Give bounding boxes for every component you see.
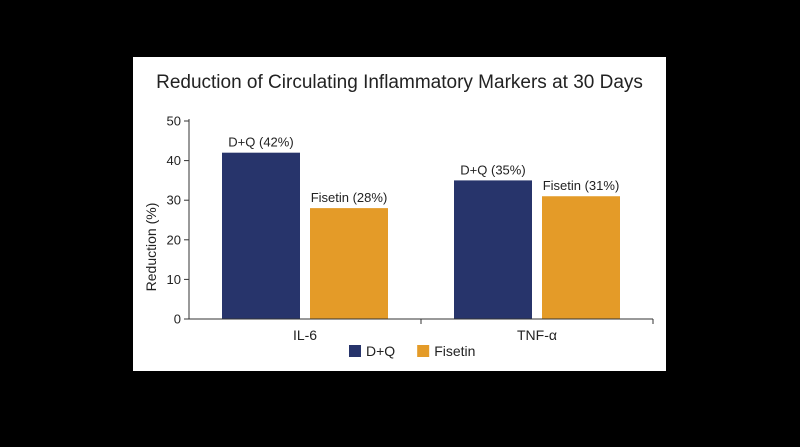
- y-tick-label: 20: [167, 232, 181, 247]
- legend: D+Q Fisetin: [349, 343, 475, 359]
- chart-title: Reduction of Circulating Inflammatory Ma…: [156, 72, 643, 93]
- x-axis: IL-6 TNF-α: [293, 319, 654, 343]
- bar: [542, 196, 620, 319]
- category-label: IL-6: [293, 327, 317, 343]
- y-axis-label: Reduction (%): [143, 203, 159, 292]
- chart: Reduction of Circulating Inflammatory Ma…: [143, 72, 654, 359]
- y-axis: 0 10 20 30 40 50: [167, 114, 189, 327]
- data-label: Fisetin (28%): [311, 190, 388, 205]
- category-label: TNF-α: [517, 327, 557, 343]
- bars: D+Q (42%) Fisetin (28%) D+Q (35%) Fisetin (…: [222, 135, 620, 319]
- y-tick-label: 40: [167, 153, 181, 168]
- y-tick-label: 10: [167, 272, 181, 287]
- bar: [454, 180, 532, 319]
- legend-swatch: [417, 345, 430, 357]
- data-label: Fisetin (31%): [543, 178, 620, 193]
- y-tick-label: 0: [174, 312, 181, 327]
- data-label: D+Q (42%): [228, 135, 293, 150]
- y-tick-label: 30: [167, 193, 181, 208]
- legend-label: D+Q: [366, 343, 395, 359]
- legend-label: Fisetin: [434, 343, 475, 359]
- chart-card: Reduction of Circulating Inflammatory Ma…: [133, 57, 666, 371]
- y-tick-label: 50: [167, 114, 181, 129]
- bar: [310, 208, 388, 319]
- legend-swatch: [349, 345, 361, 357]
- data-label: D+Q (35%): [460, 162, 525, 177]
- bar: [222, 152, 300, 319]
